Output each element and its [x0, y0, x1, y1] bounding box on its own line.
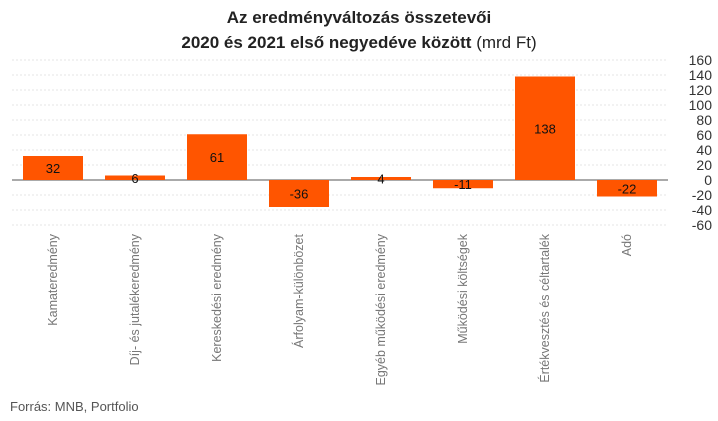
- bar: [433, 180, 493, 189]
- data-label: 4: [377, 172, 384, 187]
- y-tick-label: -40: [692, 202, 712, 218]
- bar: [187, 134, 247, 180]
- data-label: -22: [618, 181, 637, 196]
- bar: [351, 177, 411, 180]
- chart-title-unit: (mrd Ft): [476, 33, 537, 52]
- data-label: -11: [454, 177, 472, 192]
- y-tick-label: 20: [696, 157, 712, 173]
- y-tick-label: 100: [689, 97, 713, 113]
- data-label: 32: [46, 161, 60, 176]
- category-label: Értékvesztés és céltartalék: [537, 233, 552, 382]
- y-tick-label: 60: [696, 127, 712, 143]
- chart-title-line2: 2020 és 2021 első negyedéve között (mrd …: [0, 33, 718, 53]
- bar: [23, 156, 83, 180]
- category-label: Kereskedési eredmény: [210, 233, 224, 362]
- category-label: Működési költségek: [456, 233, 470, 344]
- chart-title-main: 2020 és 2021 első negyedéve között: [181, 33, 472, 52]
- category-label: Árfolyam-különbözet: [291, 233, 306, 347]
- y-tick-label: 160: [689, 52, 713, 68]
- data-label: 6: [131, 171, 138, 186]
- data-label: -36: [290, 187, 309, 202]
- y-tick-label: 40: [696, 142, 712, 158]
- bar: [269, 180, 329, 207]
- category-label: Kamateredmény: [46, 233, 60, 325]
- y-tick-label: 140: [689, 67, 713, 83]
- y-tick-label: 120: [689, 82, 713, 98]
- category-label: Díj- és jutalékeredmény: [128, 233, 142, 365]
- chart-title-line1: Az eredményváltozás összetevői: [226, 8, 492, 27]
- y-tick-label: -20: [692, 187, 712, 203]
- data-label: 61: [210, 150, 224, 165]
- y-tick-label: 80: [696, 112, 712, 128]
- category-label: Adó: [620, 234, 634, 256]
- bar: [597, 180, 657, 197]
- y-tick-label: 0: [704, 172, 712, 188]
- y-tick-label: -60: [692, 217, 712, 233]
- data-label: 138: [534, 121, 556, 136]
- bar: [105, 175, 165, 180]
- bar: [515, 76, 575, 180]
- source-note: Forrás: MNB, Portfolio: [10, 399, 139, 414]
- category-label: Egyéb működési eredmény: [374, 233, 388, 385]
